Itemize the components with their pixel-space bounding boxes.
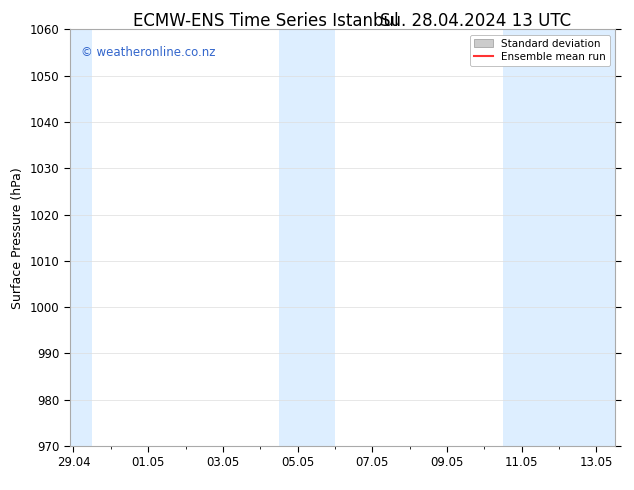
Text: © weatheronline.co.nz: © weatheronline.co.nz: [81, 46, 215, 59]
Text: ECMW-ENS Time Series Istanbul: ECMW-ENS Time Series Istanbul: [134, 12, 399, 30]
Bar: [503, 29, 615, 446]
Text: Su. 28.04.2024 13 UTC: Su. 28.04.2024 13 UTC: [380, 12, 571, 30]
Bar: [70, 29, 92, 446]
Bar: [279, 29, 335, 446]
Legend: Standard deviation, Ensemble mean run: Standard deviation, Ensemble mean run: [470, 35, 610, 66]
Y-axis label: Surface Pressure (hPa): Surface Pressure (hPa): [11, 167, 24, 309]
